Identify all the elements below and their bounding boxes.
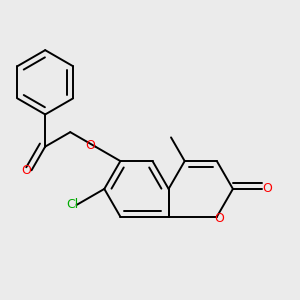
Text: O: O: [86, 140, 95, 152]
Text: O: O: [262, 182, 272, 195]
Text: O: O: [214, 212, 224, 225]
Text: O: O: [21, 164, 31, 177]
Text: Cl: Cl: [66, 199, 79, 212]
